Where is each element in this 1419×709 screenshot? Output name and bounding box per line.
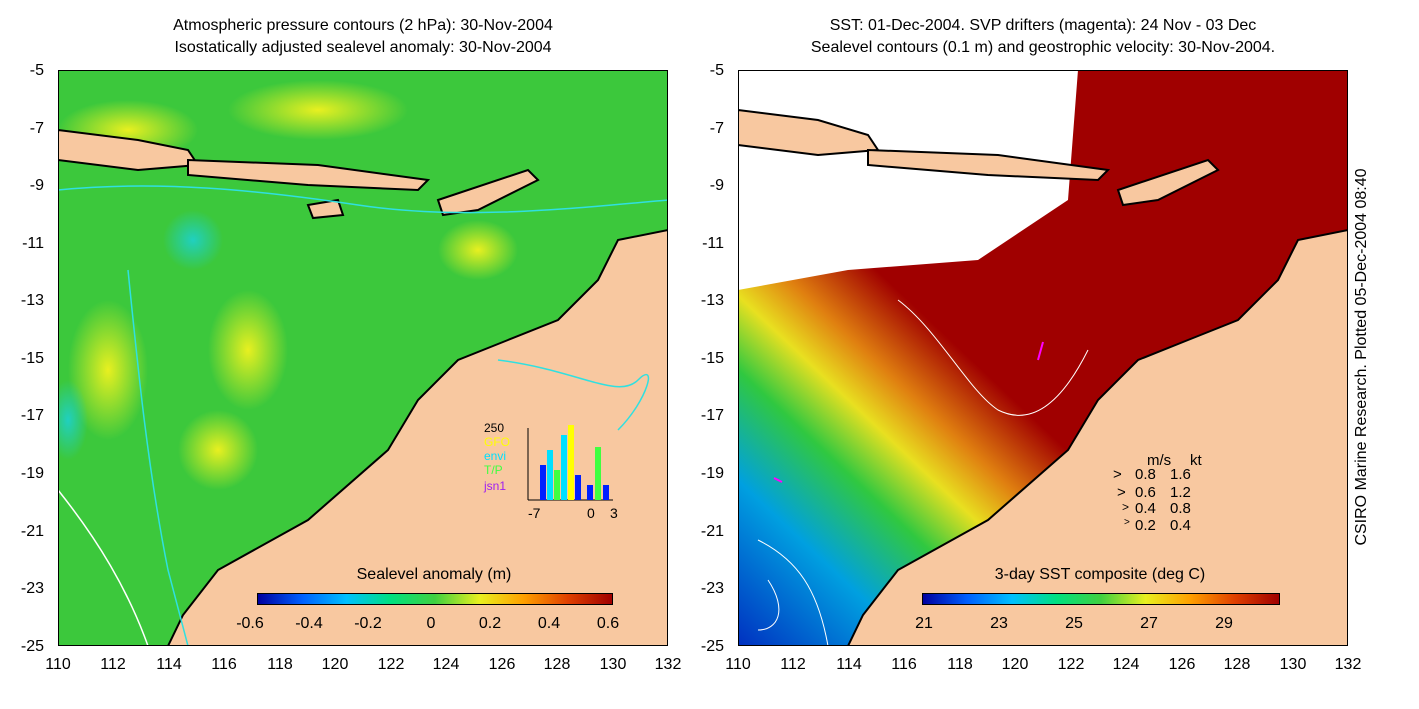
velocity-arrow-icon: > [1117, 484, 1126, 501]
hist-xtick-zero: 0 [587, 505, 595, 521]
x-tick-right: 126 [1168, 656, 1196, 673]
velocity-legend-ms: 0.8 [1135, 466, 1156, 483]
hist-legend-jsn1: jsn1 [484, 479, 507, 493]
left-cb-tick: 0.6 [596, 615, 620, 632]
x-tick-left: 114 [156, 656, 182, 673]
y-tick-right: -15 [700, 350, 724, 367]
left-cb-tick: -0.2 [354, 615, 382, 632]
hist-legend-envi: envi [484, 449, 507, 463]
right-cb-tick: 23 [990, 615, 1008, 632]
right-cb-tick: 29 [1215, 615, 1233, 632]
y-tick-right: -11 [702, 235, 724, 252]
velocity-arrow-icon: > [1113, 466, 1122, 483]
velocity-legend-units-ms: m/s [1147, 452, 1172, 469]
y-tick-right: -23 [700, 580, 724, 597]
x-tick-right: 110 [725, 656, 751, 673]
y-tick-left: -21 [20, 523, 44, 540]
y-tick-left: -13 [20, 292, 44, 309]
x-tick-left: 122 [377, 656, 405, 673]
x-tick-right: 124 [1112, 656, 1140, 673]
right-cb-tick: 27 [1140, 615, 1158, 632]
left-cb-tick: -0.4 [295, 615, 323, 632]
x-tick-right: 122 [1057, 656, 1085, 673]
hist-legend-tp: T/P [484, 463, 503, 477]
x-tick-right: 128 [1223, 656, 1251, 673]
velocity-arrow-icon: > [1122, 500, 1130, 514]
x-tick-left: 118 [267, 656, 293, 673]
hist-ymax-label: 250 [484, 421, 505, 435]
x-tick-left: 112 [100, 656, 126, 673]
x-tick-right: 132 [1334, 656, 1362, 673]
x-tick-right: 120 [1001, 656, 1029, 673]
altimeter-histogram [527, 425, 613, 501]
y-tick-left: -23 [20, 580, 44, 597]
left-colorbar-title: Sealevel anomaly (m) [356, 566, 512, 583]
y-tick-left: -19 [20, 465, 44, 482]
right-title-line1: SST: 01-Dec-2004. SVP drifters (magenta)… [829, 17, 1257, 34]
x-tick-right: 116 [891, 656, 917, 673]
velocity-legend-kt: 0.8 [1170, 500, 1191, 517]
right-title-line2: Sealevel contours (0.1 m) and geostrophi… [810, 39, 1276, 56]
x-tick-left: 130 [599, 656, 627, 673]
y-tick-right: -19 [700, 465, 724, 482]
left-cb-tick: 0.4 [537, 615, 561, 632]
left-cb-tick: 0.2 [478, 615, 502, 632]
velocity-legend-units-kt: kt [1190, 452, 1202, 469]
velocity-legend-ms: 0.6 [1135, 484, 1156, 501]
y-tick-left: -11 [22, 235, 44, 252]
velocity-legend-ms: 0.2 [1135, 517, 1156, 534]
y-tick-left: -9 [29, 177, 44, 194]
right-cb-tick: 21 [915, 615, 933, 632]
velocity-legend-ms: 0.4 [1135, 500, 1156, 517]
y-tick-right: -21 [700, 523, 724, 540]
right-cb-tick: 25 [1065, 615, 1083, 632]
y-tick-left: -7 [29, 120, 44, 137]
velocity-arrow-icon: > [1124, 517, 1130, 528]
credit-text: CSIRO Marine Research. Plotted 05-Dec-20… [1353, 168, 1370, 546]
velocity-legend-kt: 0.4 [1170, 517, 1191, 534]
x-tick-left: 128 [543, 656, 571, 673]
x-tick-right: 130 [1279, 656, 1307, 673]
y-tick-left: -25 [20, 638, 44, 655]
x-tick-left: 116 [211, 656, 237, 673]
sealevel-anomaly-map [58, 70, 668, 646]
hist-legend-gfo: GFO [484, 435, 510, 449]
y-tick-left: -5 [29, 62, 44, 79]
y-tick-right: -17 [700, 407, 724, 424]
y-tick-left: -15 [20, 350, 44, 367]
y-tick-right: -9 [709, 177, 724, 194]
y-tick-right: -7 [709, 120, 724, 137]
y-tick-right: -13 [700, 292, 724, 309]
y-tick-right: -25 [700, 638, 724, 655]
hist-xtick-min: -7 [528, 505, 541, 521]
left-cb-tick: 0 [426, 615, 436, 632]
x-tick-right: 114 [836, 656, 862, 673]
y-tick-right: -5 [709, 62, 724, 79]
hist-xtick-max: 3 [610, 505, 618, 521]
left-cb-tick: -0.6 [236, 615, 264, 632]
left-title-line2: Isostatically adjusted sealevel anomaly:… [174, 39, 552, 56]
y-tick-left: -17 [20, 407, 44, 424]
x-tick-right: 112 [780, 656, 806, 673]
sst-map [738, 70, 1348, 646]
x-tick-left: 126 [488, 656, 516, 673]
x-tick-left: 124 [432, 656, 460, 673]
x-tick-left: 110 [45, 656, 71, 673]
x-tick-right: 118 [947, 656, 973, 673]
velocity-legend-kt: 1.2 [1170, 484, 1191, 501]
x-tick-left: 132 [654, 656, 682, 673]
x-tick-left: 120 [321, 656, 349, 673]
left-title-line1: Atmospheric pressure contours (2 hPa): 3… [173, 17, 553, 34]
left-colorbar [257, 593, 613, 605]
right-colorbar-title: 3-day SST composite (deg C) [994, 566, 1206, 583]
right-colorbar [922, 593, 1280, 605]
velocity-legend-kt: 1.6 [1170, 466, 1191, 483]
